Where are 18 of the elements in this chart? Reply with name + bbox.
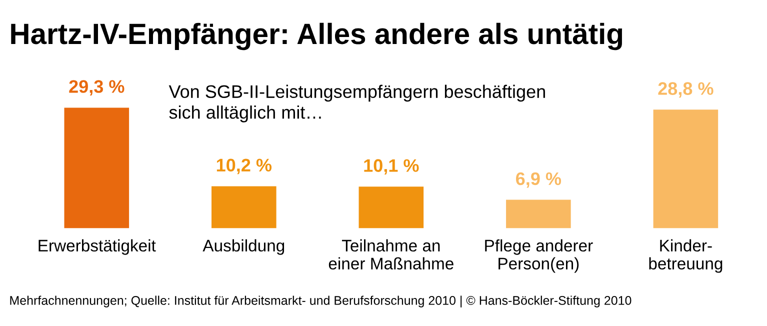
x-tick-label: Pflege anderer Person(en) [485, 239, 593, 273]
data-label: 29,3 % [69, 80, 124, 96]
x-tick-label: Erwerbstätigkeit [38, 239, 156, 255]
text: Mehrfachnennungen; Quelle: Institut für Arbeitsmarkt- und Berufsforschung 2010 | © Hans-Böckler-Stiftung 2010 [10, 296, 632, 308]
bar [506, 200, 571, 228]
data-label: 10,2 % [216, 158, 272, 174]
x-tick-label: Ausbildung [202, 239, 284, 255]
data-label: 6,9 % [516, 172, 562, 188]
chart-title: Hartz-IV-Empfänger: Alles andere als untätig [11, 22, 622, 50]
data-label: 10,1 % [364, 159, 419, 175]
bar [212, 186, 276, 228]
bar [653, 110, 718, 228]
bar [358, 186, 424, 228]
x-tick-label: Kinder- betreuung [649, 239, 722, 273]
x-tick-label: Teilnahme an einer Maßnahme [328, 239, 454, 270]
bar [64, 108, 130, 228]
data-label: 28,8 % [658, 82, 714, 98]
chart-subtitle: Von SGB-II-Leistungsempfängern beschäftigen sich alltäglich mit… [168, 84, 545, 122]
